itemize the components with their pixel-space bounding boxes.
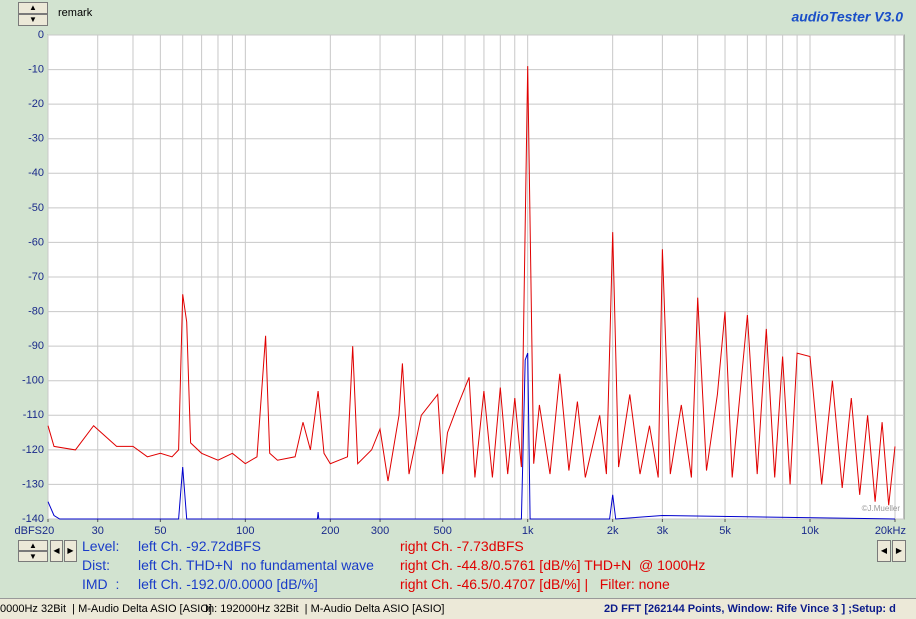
x-tick-label: 300 [371,525,389,537]
remark-label: remark [58,7,93,19]
x-tick-label: 2k [607,525,619,537]
y-tick-label: 0 [38,29,44,41]
y-tick-label: -70 [28,271,44,283]
y-tick-label: -30 [28,133,44,145]
fft-chart: remark audioTester V3.0 0 -10 -20 -30 -40 -50… [14,7,906,537]
row-label: Level: [82,538,120,554]
scroll-left[interactable]: ◀ [877,540,891,562]
watermark: ©J.Mueller [862,504,901,513]
x-tick-label: 30 [92,525,104,537]
right-channel: right Ch. -7.73dBFS [400,538,524,554]
spin-up[interactable]: ▲ [18,540,48,551]
y-unit-label: dBFS [14,525,42,537]
y-tick-label: -10 [28,63,44,75]
x-tick-label: 100 [236,525,254,537]
y-tick-label: -20 [28,98,44,110]
spectrum-line [47,352,896,520]
scroll-right[interactable]: ▶ [892,540,906,562]
scroll-right[interactable]: ▶ [64,540,77,562]
y-tick-label: -100 [22,375,44,387]
scroll-left[interactable]: ◀ [50,540,63,562]
y-tick-label: -50 [28,202,44,214]
right-channel: right Ch. -44.8/0.5761 [dB/%] THD+N @ 10… [400,557,706,573]
x-tick-label: 20 [42,525,54,537]
left-channel: left Ch. -192.0/0.0000 [dB/%] [138,576,318,592]
y-tick-label: -90 [28,340,44,352]
y-tick-label: -80 [28,305,44,317]
status-bar: 0000Hz 32Bit | M-Audio Delta ASIO [ASIO]… [0,598,916,619]
left-channel: left Ch. THD+N no fundamental wave [138,557,374,573]
y-tick-label: -110 [23,409,44,421]
spectrum-line [47,66,896,506]
right-channel: right Ch. -46.5/0.4707 [dB/%] | Filter: … [400,576,670,592]
y-tick-label: -130 [22,478,44,490]
y-tick-label: -40 [28,167,44,179]
x-tick-label: 500 [434,525,452,537]
spin-down[interactable]: ▼ [18,14,48,26]
x-tick-label: 3k [657,525,669,537]
x-tick-label: 200 [321,525,339,537]
x-tick-label: 50 [154,525,166,537]
spin-down[interactable]: ▼ [18,551,48,562]
x-tick-label: 10k [801,525,819,537]
spin-up[interactable]: ▲ [18,2,48,14]
row-label: Dist: [82,557,110,573]
status-field: 0000Hz 32Bit | M-Audio Delta ASIO [ASIO] [0,603,212,615]
status-field: In: 192000Hz 32Bit | M-Audio Delta ASIO … [205,603,445,615]
status-field: 2D FFT [262144 Points, Window: Rife Vinc… [604,603,896,615]
y-tick-label: -120 [22,444,44,456]
left-channel: left Ch. -92.72dBFS [138,538,261,554]
y-tick-label: -60 [28,236,44,248]
x-tick-label: 20kHz [875,525,906,537]
app-title: audioTester V3.0 [791,9,903,25]
y-tick-label: -140 [22,513,44,525]
row-label: IMD : [82,576,120,592]
x-tick-label: 1k [522,525,534,537]
x-tick-label: 5k [719,525,731,537]
